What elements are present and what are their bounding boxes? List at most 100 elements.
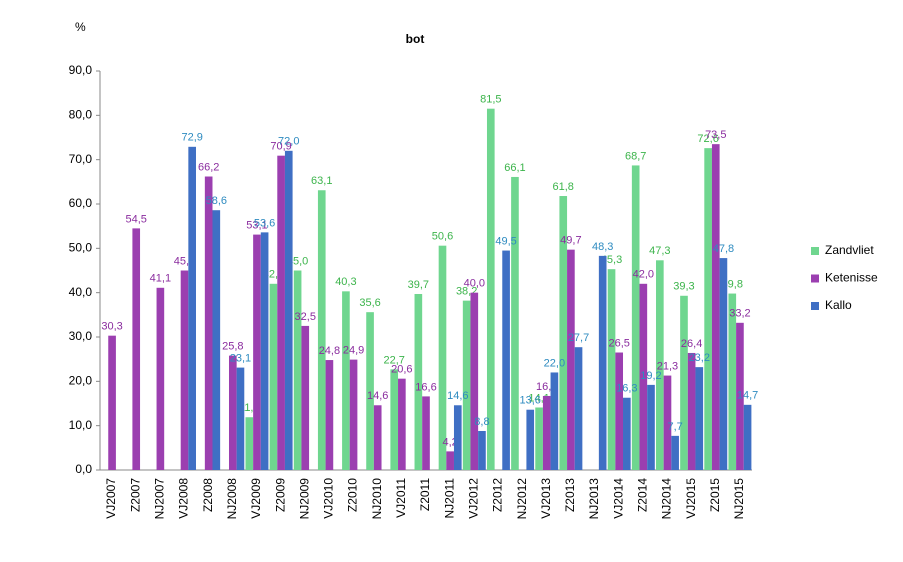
bar [366,312,374,470]
bar [236,367,245,470]
data-label: 23,2 [689,352,710,364]
data-label: 19,2 [640,370,661,382]
bar [607,269,616,470]
x-tick-label: VJ2009 [249,478,263,519]
data-label: 47,3 [649,245,670,257]
x-tick-label: NJ2008 [225,478,239,520]
bar [486,108,495,470]
bar [462,300,471,470]
data-label: 33,2 [729,308,750,320]
data-label: 72,9 [181,132,202,144]
data-label: 14,6 [447,390,468,402]
x-tick-label: VJ2010 [322,478,336,519]
x-tick-label: Z2007 [128,478,142,512]
x-tick-label: VJ2013 [539,478,553,519]
bar [502,250,510,470]
y-tick-label: 10,0 [69,418,93,432]
data-label: 81,5 [480,94,501,106]
data-label: 68,7 [625,150,646,162]
data-label: 22,7 [383,354,404,366]
data-label: 42,0 [633,269,654,281]
bar [550,372,559,470]
bar [728,293,737,470]
data-label: 40,3 [335,276,356,288]
bar [736,322,744,470]
bar [680,295,688,470]
y-tick-label: 20,0 [69,374,93,388]
data-label: 39,3 [673,281,694,293]
y-tick-label: 30,0 [69,329,93,343]
data-label: 40,0 [464,278,485,290]
bar [438,245,447,470]
legend-label: Ketenisse [825,271,878,285]
y-tick-label: 70,0 [69,152,93,166]
bar [373,405,382,470]
data-label: 7,7 [667,421,682,433]
data-label: 27,7 [568,332,589,344]
bar [478,430,486,470]
x-tick-label: NJ2009 [297,478,311,520]
bar [567,249,575,470]
bar [663,375,672,470]
y-axis-label: % [75,20,86,34]
data-label: 66,2 [198,161,219,173]
bar [623,397,631,470]
x-tick-label: NJ2011 [442,478,456,519]
legend-swatch [811,274,819,283]
x-tick-label: Z2013 [563,478,577,512]
bar [542,395,551,470]
data-label: 73,5 [705,129,726,141]
bar [647,384,655,470]
data-label: 35,6 [359,297,380,309]
x-tick-label: NJ2013 [587,478,601,520]
data-label: 50,6 [432,231,453,243]
x-tick-label: Z2012 [491,478,505,512]
data-label: 70,9 [270,141,291,153]
x-tick-label: VJ2014 [611,478,625,519]
x-tick-label: Z2014 [636,478,650,512]
data-label: 72,6 [697,133,718,145]
x-tick-label: Z2015 [708,478,722,512]
bar [559,196,568,470]
bar [317,190,326,471]
y-tick-label: 90,0 [69,63,93,77]
x-tick-label: Z2011 [418,478,432,511]
bar [414,293,423,470]
bar [301,325,310,470]
bar [422,396,430,470]
bar [325,360,334,470]
legend-label: Zandvliet [825,243,874,257]
data-label: 66,1 [504,162,525,174]
bar [535,407,543,470]
data-label: 32,5 [295,311,316,323]
data-label: 41,1 [150,273,171,285]
bar [293,270,302,470]
data-label: 58,6 [206,195,227,207]
data-label: 13,6 [520,395,541,407]
bar [212,210,221,470]
bar [743,404,752,470]
data-label: 24,8 [319,345,340,357]
bar [631,165,640,470]
bar [711,144,720,470]
data-label: 61,8 [553,181,574,193]
bar [639,283,648,470]
bar [245,417,254,470]
legend-swatch [811,247,819,255]
y-tick-label: 0,0 [75,462,92,476]
bar [695,367,704,470]
chart-title: bot [406,32,425,46]
legend-swatch [811,302,819,310]
bar [228,355,237,470]
data-label: 14,7 [737,390,758,402]
y-tick-label: 50,0 [69,241,93,255]
bar [671,435,679,470]
data-label: 25,8 [222,341,243,353]
data-label: 53,6 [254,217,275,229]
data-label: 20,6 [391,364,412,376]
y-tick-label: 80,0 [69,108,93,122]
bar [453,405,462,470]
bar [132,228,141,470]
